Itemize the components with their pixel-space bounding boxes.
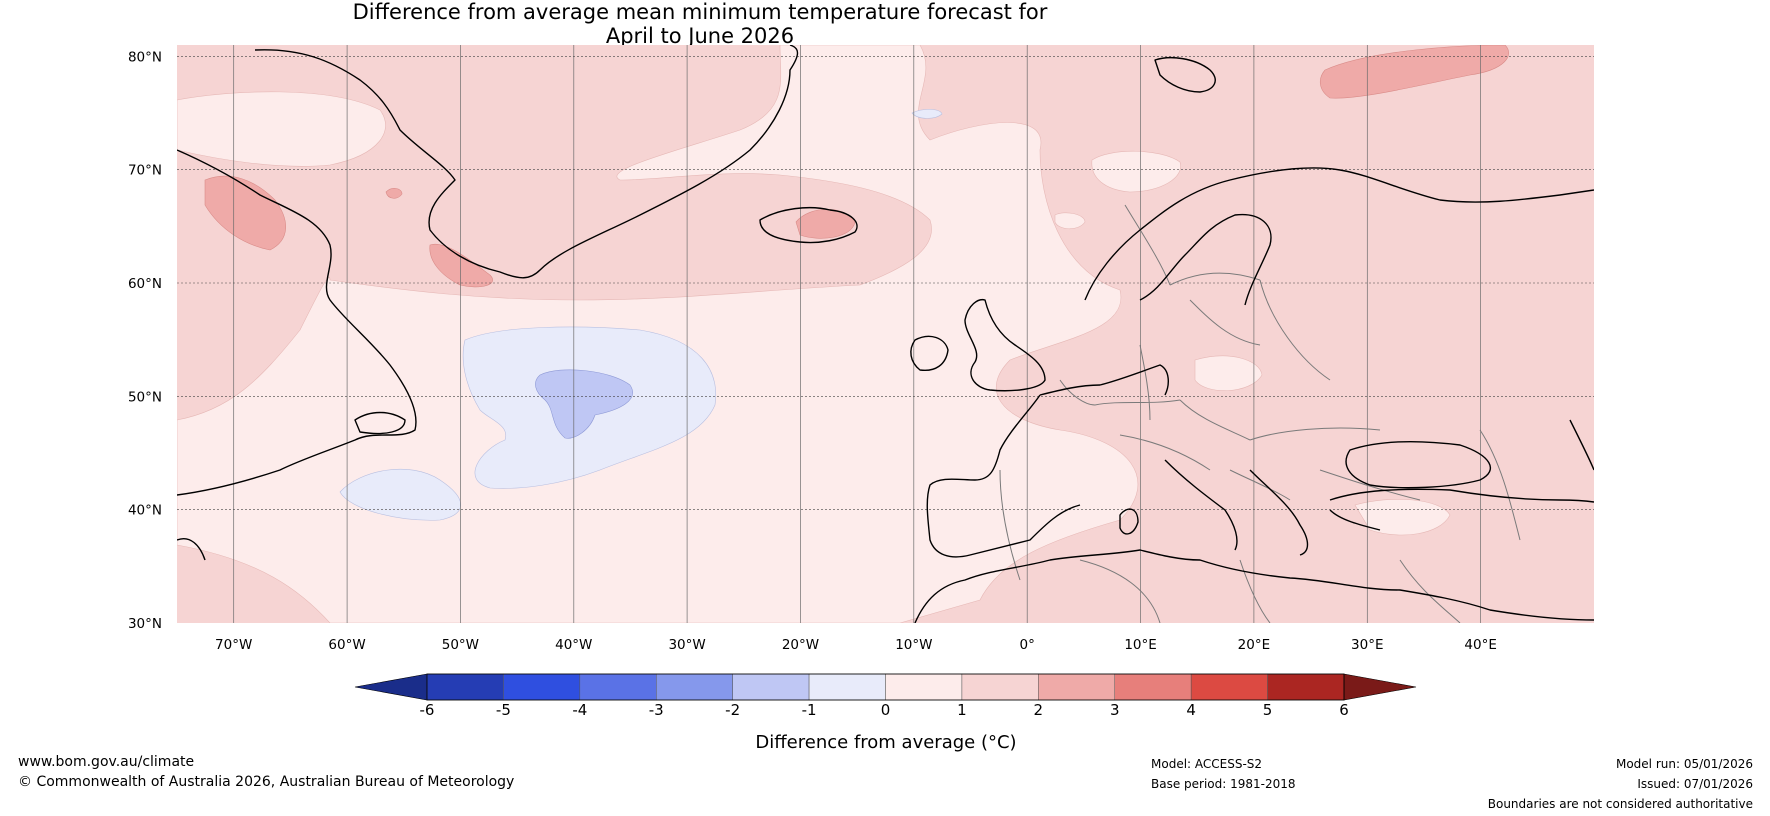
footer-website[interactable]: www.bom.gov.au/climate xyxy=(18,754,195,770)
footer-model-run: Model run: 05/01/2026 xyxy=(1615,757,1753,771)
latitude-label: 40°N xyxy=(128,503,162,519)
longitude-label: 50°W xyxy=(442,637,479,653)
colorbar-tick-label: -1 xyxy=(802,701,817,719)
longitude-label: 40°E xyxy=(1464,637,1496,653)
colorbar-tick-label: 0 xyxy=(881,701,891,719)
latitude-label: 60°N xyxy=(128,276,162,292)
map-title: Difference from average mean minimum tem… xyxy=(0,0,1400,48)
coastlines xyxy=(177,45,1594,623)
anomaly-zone-0-to-1 xyxy=(1194,355,1263,391)
anomaly-zone-2-to-3 xyxy=(204,175,286,251)
footer-copyright: © Commonwealth of Australia 2026, Austra… xyxy=(18,774,515,790)
colorbar-segment xyxy=(808,673,886,701)
latitude-gridlines xyxy=(177,55,1594,511)
colorbar-tick-label: -2 xyxy=(725,701,740,719)
map-title-line1: Difference from average mean minimum tem… xyxy=(352,0,1048,24)
anomaly-zone-0-to-1 xyxy=(1054,212,1086,230)
anomaly-shading xyxy=(177,45,1594,623)
latitude-label: 30°N xyxy=(128,616,162,632)
colorbar-tick-label: 6 xyxy=(1339,701,1349,719)
anomaly-zone-0-to-1 xyxy=(1354,498,1451,536)
map-title-line2: April to June 2026 xyxy=(605,24,795,48)
colorbar-title: Difference from average (°C) xyxy=(755,732,1016,753)
latitude-label: 80°N xyxy=(128,49,162,65)
longitude-label: 70°W xyxy=(215,637,252,653)
latitude-label: 50°N xyxy=(128,389,162,405)
footer-model: Model: ACCESS-S2 xyxy=(1151,757,1263,771)
colorbar-tick-label: 2 xyxy=(1034,701,1044,719)
anomaly-zone-minus1-to-0 xyxy=(911,109,943,119)
anomaly-zone-0-to-1 xyxy=(177,91,386,167)
anomaly-zone-minus2-to-minus1 xyxy=(535,369,633,439)
anomaly-zone-2-to-3 xyxy=(795,209,856,239)
colorbar-segment xyxy=(885,673,963,701)
colorbar-extend-low xyxy=(354,673,428,701)
footer-disclaimer: Boundaries are not considered authoritat… xyxy=(1487,797,1753,811)
colorbar: -6 -5 -4 -3 -2 -1 0 1 2 3 4 5 6 xyxy=(354,673,1417,719)
longitude-label: 30°E xyxy=(1351,637,1383,653)
colorbar-tick-label: -6 xyxy=(420,701,435,719)
longitude-label: 40°W xyxy=(555,637,592,653)
longitude-labels: 70°W 60°W 50°W 40°W 30°W 20°W 10°W 0° 10°E 20°E 30… xyxy=(215,637,1497,653)
colorbar-tick-label: 3 xyxy=(1110,701,1120,719)
colorbar-segment xyxy=(1114,673,1192,701)
graticule xyxy=(233,45,1481,623)
colorbar-extend-high xyxy=(1343,673,1417,701)
longitude-label: 20°E xyxy=(1238,637,1270,653)
colorbar-segment xyxy=(1267,673,1345,701)
colorbar-segment xyxy=(503,673,581,701)
anomaly-zone-2-to-3 xyxy=(429,243,493,288)
footer-base-period: Base period: 1981-2018 xyxy=(1151,777,1296,791)
anomaly-zone-2-to-3 xyxy=(385,188,403,199)
longitude-label: 20°W xyxy=(782,637,819,653)
colorbar-tick-label: 4 xyxy=(1186,701,1196,719)
colorbar-tick-label: 5 xyxy=(1263,701,1273,719)
colorbar-tick-label: -3 xyxy=(649,701,664,719)
colorbar-segment xyxy=(1038,673,1116,701)
colorbar-segment xyxy=(579,673,657,701)
colorbar-segment xyxy=(656,673,733,701)
longitude-label: 30°W xyxy=(668,637,705,653)
colorbar-segment xyxy=(732,673,810,701)
latitude-labels: 80°N 70°N 60°N 50°N 40°N 30°N xyxy=(128,49,162,632)
colorbar-segment xyxy=(1190,673,1268,701)
colorbar-frame xyxy=(426,673,1345,701)
anomaly-zone-0-to-1 xyxy=(1091,150,1181,193)
footer-issued: Issued: 07/01/2026 xyxy=(1637,777,1753,791)
colorbar-tick-label: -5 xyxy=(496,701,511,719)
country-borders xyxy=(999,204,1521,623)
colorbar-segment xyxy=(961,673,1039,701)
colorbar-segment xyxy=(426,673,504,701)
longitude-label: 0° xyxy=(1020,637,1035,653)
latitude-label: 70°N xyxy=(128,163,162,179)
longitude-label: 60°W xyxy=(328,637,365,653)
longitude-label: 10°W xyxy=(895,637,932,653)
colorbar-tick-label: 1 xyxy=(957,701,967,719)
colorbar-tick-label: -4 xyxy=(572,701,587,719)
longitude-label: 10°E xyxy=(1124,637,1156,653)
